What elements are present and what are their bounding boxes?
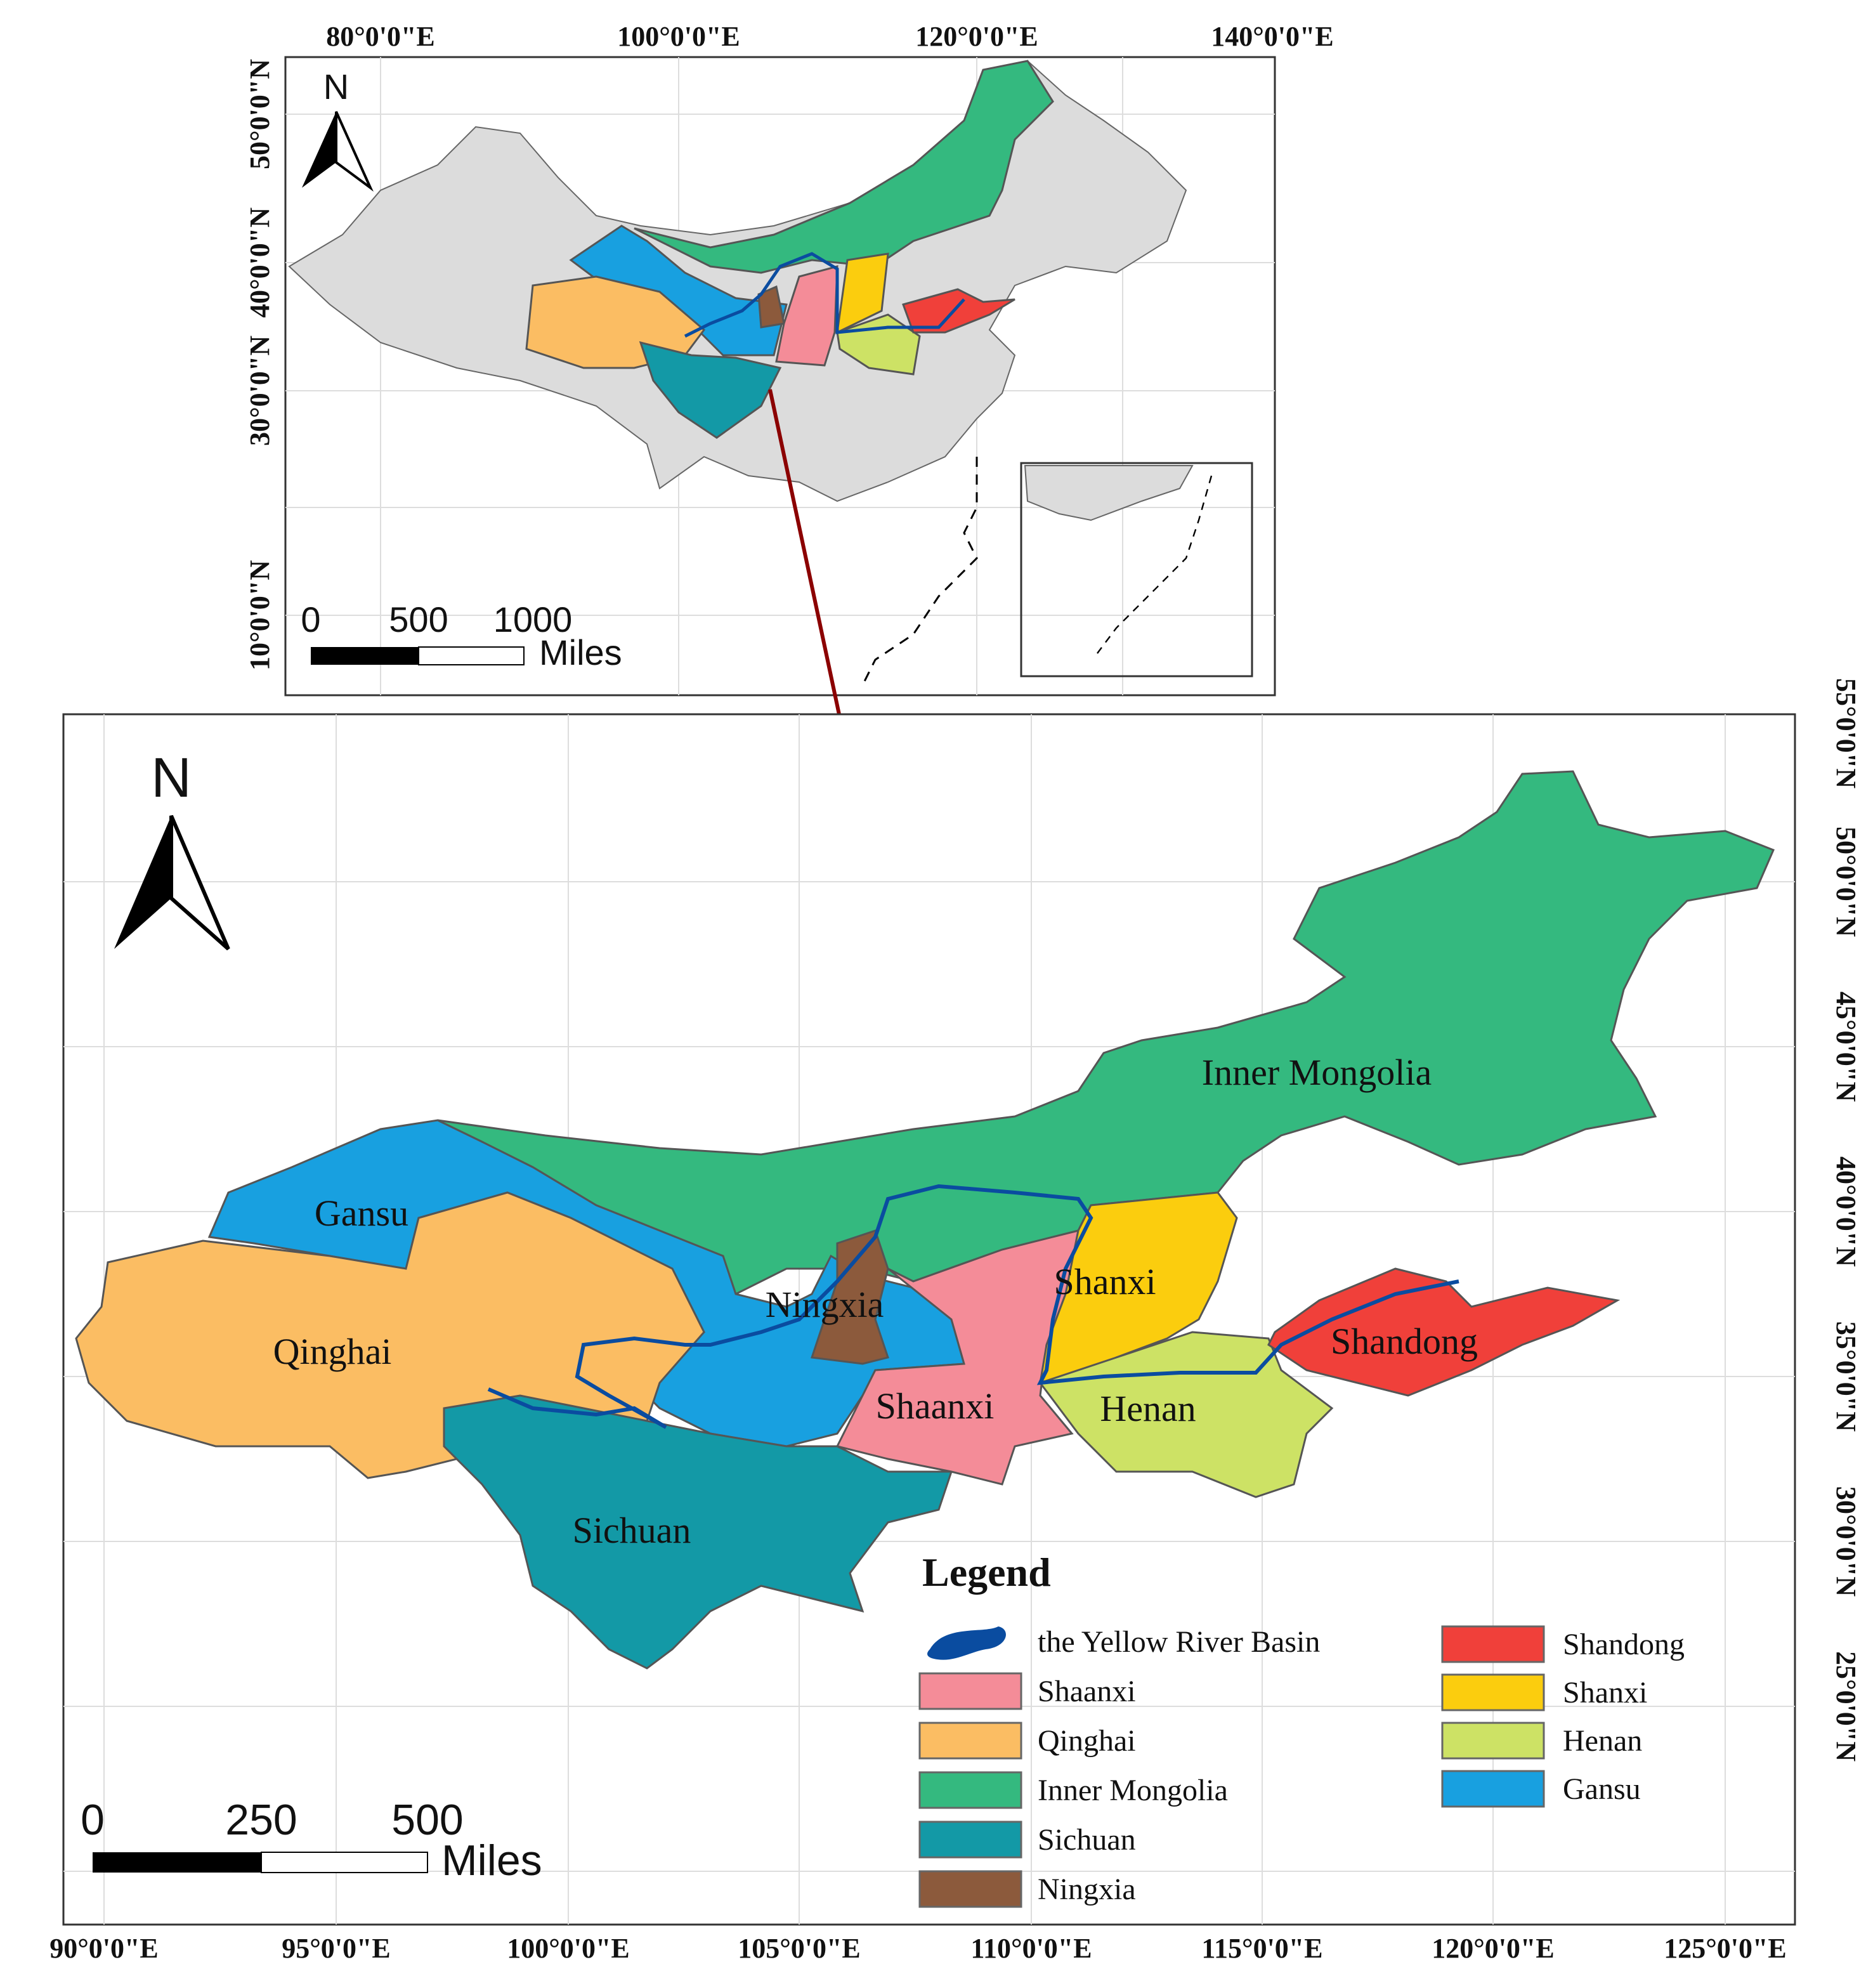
region-ningxia bbox=[810, 1229, 889, 1365]
region-label: Inner Mongolia bbox=[1202, 1052, 1432, 1093]
region-inner-mongolia bbox=[437, 770, 1775, 1296]
inset-scale-label: 500 bbox=[389, 599, 448, 639]
inset-shanxi bbox=[836, 252, 889, 334]
main-map: Inner Mongolia Gansu Ningxia Shanxi Qing… bbox=[62, 713, 1796, 1926]
inset-sea-boundary bbox=[861, 457, 978, 686]
region-label: Qinghai bbox=[273, 1331, 392, 1372]
legend-label: Shanxi bbox=[1563, 1676, 1647, 1710]
region-label: Shanxi bbox=[1054, 1261, 1156, 1302]
main-north-arrow bbox=[114, 816, 171, 949]
inset-x-label: 80°0'0"E bbox=[326, 21, 435, 52]
main-y-label: 45°0'0"N bbox=[1830, 991, 1862, 1102]
inset-shandong bbox=[902, 288, 1015, 334]
main-scale-bar-white bbox=[261, 1852, 428, 1873]
region-label: Henan bbox=[1100, 1388, 1196, 1429]
inset-north-arrow bbox=[302, 112, 336, 188]
legend-label: Sichuan bbox=[1038, 1823, 1136, 1857]
region-label: Shaanxi bbox=[876, 1385, 995, 1427]
legend-swatch bbox=[918, 1722, 1022, 1760]
region-label: Shandong bbox=[1331, 1321, 1478, 1362]
main-scale-label: 250 bbox=[225, 1796, 297, 1844]
inset-y-label: 50°0'0"N bbox=[244, 59, 275, 169]
legend-label: Gansu bbox=[1563, 1772, 1641, 1806]
inset-river bbox=[684, 252, 965, 338]
legend-label: Henan bbox=[1563, 1724, 1642, 1758]
main-scale-label: 0 bbox=[81, 1796, 105, 1844]
main-scale-unit: Miles bbox=[441, 1836, 542, 1885]
inset-scale-bar-black bbox=[311, 647, 419, 665]
main-y-label: 35°0'0"N bbox=[1830, 1321, 1862, 1432]
legend-swatch bbox=[918, 1870, 1022, 1908]
legend-label: Ningxia bbox=[1038, 1873, 1136, 1906]
legend-label: Inner Mongolia bbox=[1038, 1774, 1228, 1807]
legend-label: the Yellow River Basin bbox=[1038, 1625, 1320, 1659]
yellow-river bbox=[487, 1184, 1459, 1429]
legend-swatch bbox=[1441, 1770, 1545, 1808]
legend-swatch bbox=[918, 1771, 1022, 1809]
inset-x-label: 100°0'0"E bbox=[617, 21, 740, 52]
inset-north-label: N bbox=[323, 67, 349, 107]
inset-sichuan bbox=[639, 341, 782, 439]
inset-north-arrow-half bbox=[335, 111, 374, 192]
legend-river-symbol bbox=[927, 1626, 1006, 1660]
legend-swatch bbox=[1441, 1673, 1545, 1711]
inset-x-label: 140°0'0"E bbox=[1211, 21, 1334, 52]
legend-title: Legend bbox=[922, 1550, 1051, 1595]
legend-label: Qinghai bbox=[1038, 1724, 1136, 1758]
inset-y-label: 40°0'0"N bbox=[244, 207, 275, 318]
region-label: Ningxia bbox=[766, 1284, 884, 1325]
main-y-label: 25°0'0"N bbox=[1830, 1651, 1862, 1762]
main-scale-label: 500 bbox=[391, 1796, 463, 1844]
region-label: Sichuan bbox=[573, 1510, 691, 1551]
inset-scale-label: 1000 bbox=[493, 599, 573, 639]
legend-swatch bbox=[918, 1672, 1022, 1710]
main-x-label: 125°0'0"E bbox=[1664, 1933, 1787, 1964]
inset-scale-bar-white bbox=[418, 646, 525, 665]
inset-y-label: 30°0'0"N bbox=[244, 336, 275, 446]
inset-scale-label: 0 bbox=[301, 599, 320, 639]
legend-swatch bbox=[1441, 1722, 1545, 1760]
inset-sea-box bbox=[1020, 462, 1253, 677]
main-x-label: 115°0'0"E bbox=[1201, 1933, 1322, 1964]
main-north-arrow-half bbox=[169, 814, 230, 951]
main-x-label: 110°0'0"E bbox=[970, 1933, 1092, 1964]
main-y-label: 40°0'0"N bbox=[1830, 1156, 1862, 1267]
legend-label: Shaanxi bbox=[1038, 1675, 1136, 1708]
main-north-label: N bbox=[151, 746, 192, 809]
main-y-label: 55°0'0"N bbox=[1830, 678, 1862, 788]
inset-shaanxi bbox=[775, 265, 838, 367]
region-shaanxi bbox=[835, 1229, 1080, 1486]
region-sichuan bbox=[443, 1394, 953, 1670]
inset-map: N 0 500 1000 Miles bbox=[284, 56, 1276, 1126]
main-x-label: 95°0'0"E bbox=[282, 1933, 391, 1964]
region-henan bbox=[1038, 1331, 1334, 1498]
main-y-label: 50°0'0"N bbox=[1830, 827, 1862, 937]
main-x-label: 120°0'0"E bbox=[1432, 1933, 1555, 1964]
inset-sea-dash bbox=[1097, 475, 1213, 654]
inset-inner-mongolia bbox=[634, 60, 1054, 274]
inset-sea-land bbox=[1024, 465, 1194, 521]
region-shandong bbox=[1267, 1267, 1621, 1397]
main-scale-bar-black bbox=[93, 1852, 261, 1873]
region-label: Gansu bbox=[315, 1193, 408, 1234]
legend-label: Shandong bbox=[1563, 1628, 1685, 1661]
main-x-label: 100°0'0"E bbox=[507, 1933, 630, 1964]
main-x-label: 105°0'0"E bbox=[738, 1933, 861, 1964]
inset-x-label: 120°0'0"E bbox=[915, 21, 1038, 52]
main-y-label: 30°0'0"N bbox=[1830, 1486, 1862, 1597]
main-x-label: 90°0'0"E bbox=[49, 1933, 159, 1964]
legend-swatch bbox=[1441, 1625, 1545, 1663]
legend-swatch bbox=[918, 1821, 1022, 1859]
inset-scale-unit: Miles bbox=[539, 632, 622, 672]
inset-y-label: 10°0'0"N bbox=[244, 560, 275, 670]
